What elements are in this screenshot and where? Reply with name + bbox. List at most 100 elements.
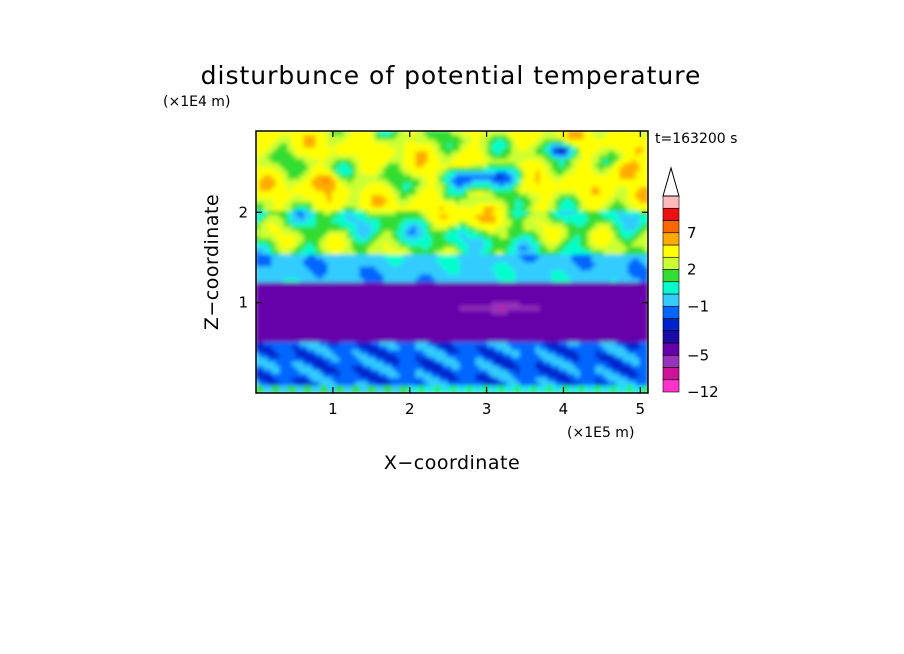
field-cell: [315, 209, 321, 215]
field-cell: [256, 368, 261, 374]
field-cell: [487, 265, 493, 271]
field-cell: [375, 325, 381, 330]
field-cell: [283, 213, 289, 219]
field-cell: [531, 194, 537, 199]
field-cell: [435, 309, 441, 315]
field-cell: [443, 201, 449, 207]
field-cell: [515, 253, 521, 259]
field-cell: [311, 225, 317, 231]
field-cell: [515, 321, 521, 327]
field-cell: [499, 229, 505, 235]
field-cell: [387, 360, 393, 366]
field-cell: [475, 380, 481, 386]
field-cell: [519, 142, 525, 148]
field-cell: [443, 249, 449, 255]
field-cell: [367, 336, 373, 342]
field-cell: [259, 241, 265, 247]
field-cell: [419, 352, 425, 358]
field-cell: [459, 273, 465, 279]
field-cell: [343, 209, 349, 215]
field-cell: [499, 225, 505, 231]
field-cell: [287, 182, 293, 188]
field-cell: [367, 356, 373, 362]
field-cell: [395, 293, 401, 299]
field-cell: [299, 190, 305, 196]
field-cell: [256, 197, 261, 203]
field-cell: [459, 344, 465, 350]
field-cell: [295, 213, 301, 219]
field-cell: [295, 158, 301, 164]
field-cell: [363, 380, 369, 386]
field-cell: [387, 142, 393, 148]
field-cell: [399, 205, 405, 211]
field-cell: [383, 186, 389, 192]
field-cell: [543, 348, 549, 354]
field-cell: [431, 376, 437, 382]
field-cell: [499, 245, 505, 251]
field-cell: [355, 162, 361, 168]
field-cell: [267, 174, 273, 180]
field-cell: [359, 253, 365, 259]
field-cell: [499, 217, 505, 223]
field-cell: [335, 170, 341, 176]
field-cell: [399, 174, 405, 180]
field-cell: [479, 190, 485, 196]
field-cell: [459, 305, 465, 311]
field-cell: [403, 384, 409, 390]
field-cell: [451, 249, 457, 255]
field-cell: [487, 249, 493, 255]
field-cell: [499, 170, 505, 176]
field-cell: [319, 229, 325, 235]
field-cell: [503, 332, 509, 338]
field-cell: [519, 301, 525, 307]
field-cell: [499, 380, 505, 386]
field-cell: [291, 273, 297, 279]
field-cell: [499, 293, 505, 299]
field-cell: [256, 285, 261, 291]
field-cell: [351, 269, 357, 275]
field-cell: [495, 277, 501, 283]
field-cell: [403, 273, 409, 279]
field-cell: [495, 372, 501, 378]
field-cell: [543, 305, 549, 311]
field-cell: [503, 297, 509, 303]
field-cell: [411, 277, 417, 283]
field-cell: [379, 131, 385, 136]
field-cell: [279, 205, 285, 211]
field-cell: [419, 150, 425, 156]
field-cell: [363, 340, 369, 346]
field-cell: [307, 360, 313, 366]
field-cell: [395, 186, 401, 192]
field-cell: [459, 241, 465, 247]
field-cell: [259, 380, 265, 386]
field-cell: [475, 241, 481, 247]
field-cell: [511, 257, 517, 263]
field-cell: [391, 340, 397, 346]
field-cell: [475, 376, 481, 382]
field-cell: [423, 217, 429, 223]
field-cell: [351, 178, 357, 184]
field-cell: [439, 277, 445, 283]
field-cell: [359, 245, 365, 251]
field-cell: [479, 241, 485, 247]
field-cell: [347, 182, 353, 188]
field-cell: [495, 142, 501, 148]
field-cell: [315, 376, 321, 382]
field-cell: [303, 332, 309, 338]
field-cell: [259, 360, 265, 366]
field-cell: [455, 301, 461, 307]
field-cell: [275, 340, 281, 346]
field-cell: [275, 364, 281, 370]
field-cell: [271, 352, 277, 358]
field-cell: [471, 293, 477, 299]
field-cell: [375, 197, 381, 203]
field-cell: [475, 146, 481, 152]
field-cell: [259, 237, 265, 243]
field-cell: [419, 162, 425, 168]
field-cell: [435, 205, 441, 211]
field-cell: [383, 150, 389, 156]
field-cell: [391, 253, 397, 259]
field-cell: [387, 305, 393, 311]
field-cell: [275, 332, 281, 338]
field-cell: [543, 356, 549, 362]
